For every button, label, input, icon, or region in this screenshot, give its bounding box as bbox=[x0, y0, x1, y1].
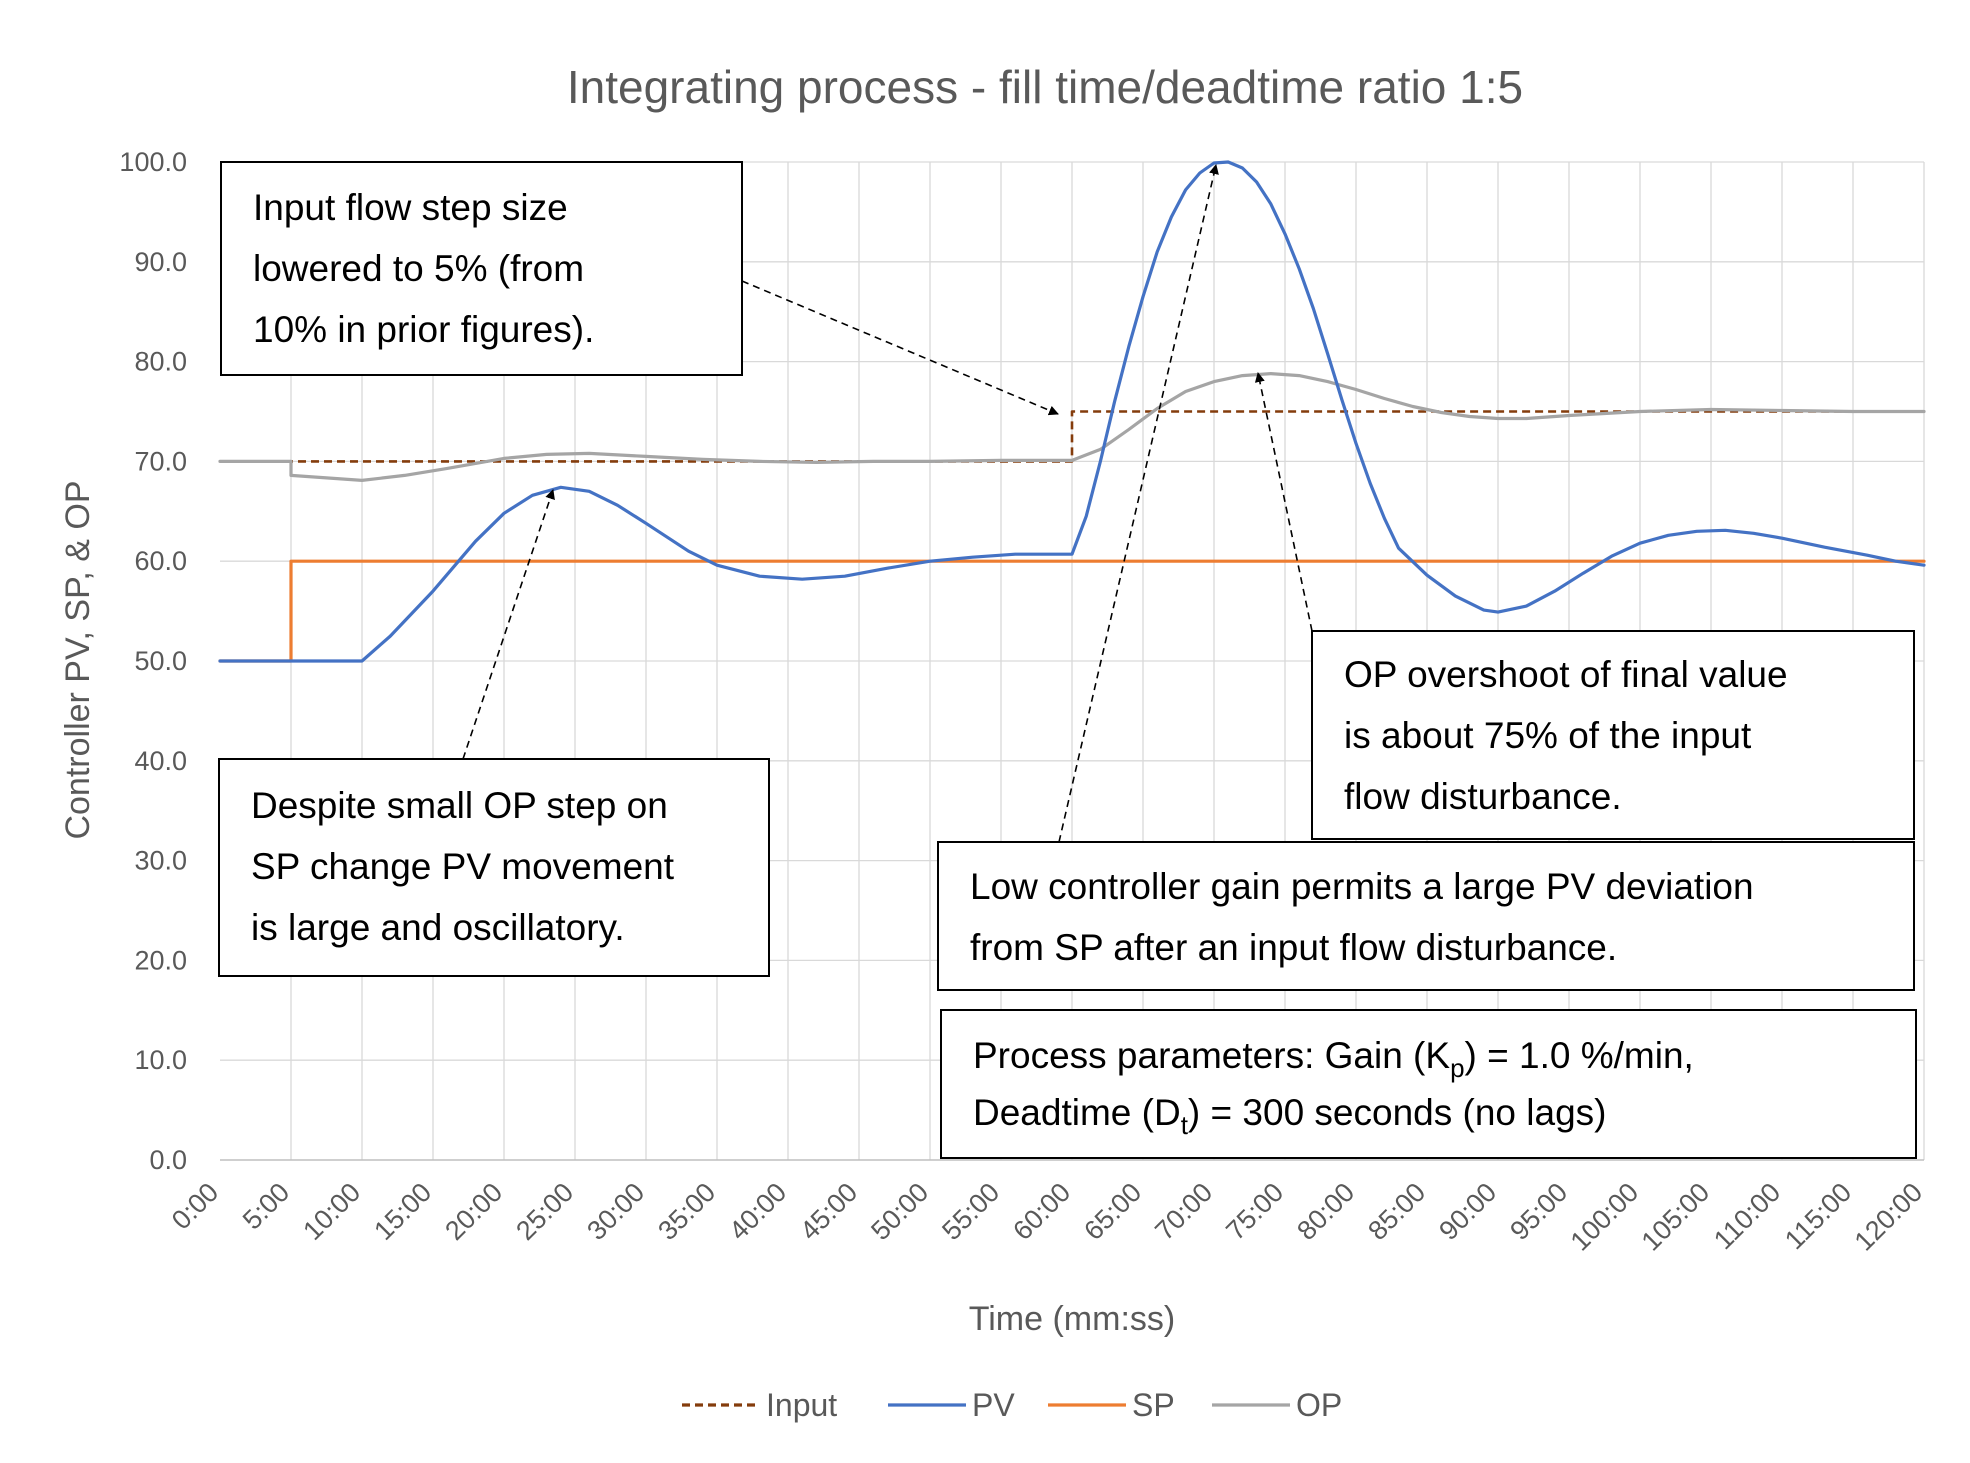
x-tick-label: 35:00 bbox=[652, 1177, 721, 1246]
x-tick-label: 10:00 bbox=[297, 1177, 366, 1246]
arrow-input-step bbox=[741, 280, 1059, 416]
annotation-sp-change-line-1: Despite small OP step on bbox=[251, 785, 668, 826]
y-tick-label: 90.0 bbox=[134, 247, 187, 277]
x-tick-label: 0:00 bbox=[166, 1177, 224, 1235]
annotation-op-overshoot-line-1: OP overshoot of final value bbox=[1344, 654, 1788, 695]
y-tick-label: 0.0 bbox=[149, 1145, 187, 1175]
x-tick-label: 80:00 bbox=[1291, 1177, 1360, 1246]
x-axis-label: Time (mm:ss) bbox=[969, 1300, 1175, 1338]
legend-label-pv: PV bbox=[972, 1387, 1015, 1423]
legend: Input PV SP OP bbox=[682, 1387, 1342, 1423]
annotation-arrows bbox=[462, 164, 1313, 843]
annotation-low-gain-line-1: Low controller gain permits a large PV d… bbox=[970, 866, 1754, 907]
annotation-process-parameters-line-2: Deadtime (Dt) = 300 seconds (no lags) bbox=[973, 1092, 1606, 1140]
annotation-op-overshoot: OP overshoot of final value is about 75%… bbox=[1311, 630, 1915, 840]
annotation-process-parameters: Process parameters: Gain (Kp) = 1.0 %/mi… bbox=[940, 1009, 1917, 1159]
y-tick-label: 60.0 bbox=[134, 546, 187, 576]
x-tick-label: 40:00 bbox=[723, 1177, 792, 1246]
legend-label-sp: SP bbox=[1132, 1387, 1175, 1423]
y-tick-label: 50.0 bbox=[134, 646, 187, 676]
x-tick-label: 100:00 bbox=[1565, 1177, 1645, 1257]
y-tick-label: 20.0 bbox=[134, 945, 187, 975]
x-tick-label: 85:00 bbox=[1362, 1177, 1431, 1246]
series-line-pv bbox=[218, 160, 1926, 663]
chart-title: Integrating process - fill time/deadtime… bbox=[567, 61, 1523, 113]
x-tick-label: 95:00 bbox=[1504, 1177, 1573, 1246]
annotation-op-overshoot-line-3: flow disturbance. bbox=[1344, 776, 1622, 817]
legend-label-input: Input bbox=[766, 1387, 837, 1423]
x-axis-ticks: 0:00 5:00 10:00 15:00 20:00 25:00 30:00 35:00 40… bbox=[166, 1177, 1928, 1257]
annotation-sp-change-line-2: SP change PV movement bbox=[251, 846, 675, 887]
y-tick-label: 80.0 bbox=[134, 347, 187, 377]
x-tick-label: 105:00 bbox=[1636, 1177, 1716, 1257]
annotation-low-gain: Low controller gain permits a large PV d… bbox=[937, 841, 1915, 991]
series-line-input bbox=[220, 410, 1924, 463]
x-tick-label: 55:00 bbox=[936, 1177, 1005, 1246]
annotation-sp-change: Despite small OP step on SP change PV mo… bbox=[218, 758, 770, 977]
y-tick-label: 100.0 bbox=[119, 147, 187, 177]
y-tick-label: 70.0 bbox=[134, 446, 187, 476]
arrow-pv-first-peak bbox=[462, 489, 555, 760]
x-tick-label: 120:00 bbox=[1849, 1177, 1929, 1257]
series bbox=[218, 160, 1926, 663]
x-tick-label: 115:00 bbox=[1779, 1177, 1857, 1255]
annotation-input-step: Input flow step size lowered to 5% (from… bbox=[220, 161, 743, 376]
annotation-sp-change-line-3: is large and oscillatory. bbox=[251, 907, 625, 948]
y-axis-ticks: 0.0 10.0 20.0 30.0 40.0 50.0 60.0 70.0 80.0 90.0 1… bbox=[119, 147, 187, 1175]
y-tick-label: 30.0 bbox=[134, 846, 187, 876]
annotation-op-overshoot-line-2: is about 75% of the input bbox=[1344, 715, 1752, 756]
x-tick-label: 45:00 bbox=[794, 1177, 863, 1246]
arrow-pv-peak bbox=[1058, 164, 1219, 843]
y-tick-label: 40.0 bbox=[134, 746, 187, 776]
x-tick-label: 110:00 bbox=[1708, 1177, 1786, 1255]
x-tick-label: 50:00 bbox=[865, 1177, 934, 1246]
x-tick-label: 65:00 bbox=[1078, 1177, 1147, 1246]
annotation-process-parameters-line-1: Process parameters: Gain (Kp) = 1.0 %/mi… bbox=[973, 1035, 1694, 1083]
y-axis-label: Controller PV, SP, & OP bbox=[59, 480, 97, 839]
x-tick-label: 60:00 bbox=[1007, 1177, 1076, 1246]
x-tick-label: 5:00 bbox=[237, 1177, 295, 1235]
annotation-input-step-line-1: Input flow step size bbox=[253, 187, 568, 228]
annotation-input-step-line-2: lowered to 5% (from bbox=[253, 248, 584, 289]
arrow-op-peak bbox=[1254, 372, 1313, 632]
annotation-low-gain-line-2: from SP after an input flow disturbance. bbox=[970, 927, 1617, 968]
x-tick-label: 30:00 bbox=[581, 1177, 650, 1246]
y-tick-label: 10.0 bbox=[134, 1045, 187, 1075]
legend-label-op: OP bbox=[1296, 1387, 1342, 1423]
x-tick-label: 25:00 bbox=[510, 1177, 579, 1246]
x-tick-label: 75:00 bbox=[1220, 1177, 1289, 1246]
x-tick-label: 15:00 bbox=[368, 1177, 437, 1246]
x-tick-label: 70:00 bbox=[1149, 1177, 1218, 1246]
x-tick-label: 20:00 bbox=[439, 1177, 508, 1246]
series-line-op bbox=[218, 372, 1926, 482]
annotation-input-step-line-3: 10% in prior figures). bbox=[253, 309, 594, 350]
x-tick-label: 90:00 bbox=[1433, 1177, 1502, 1246]
